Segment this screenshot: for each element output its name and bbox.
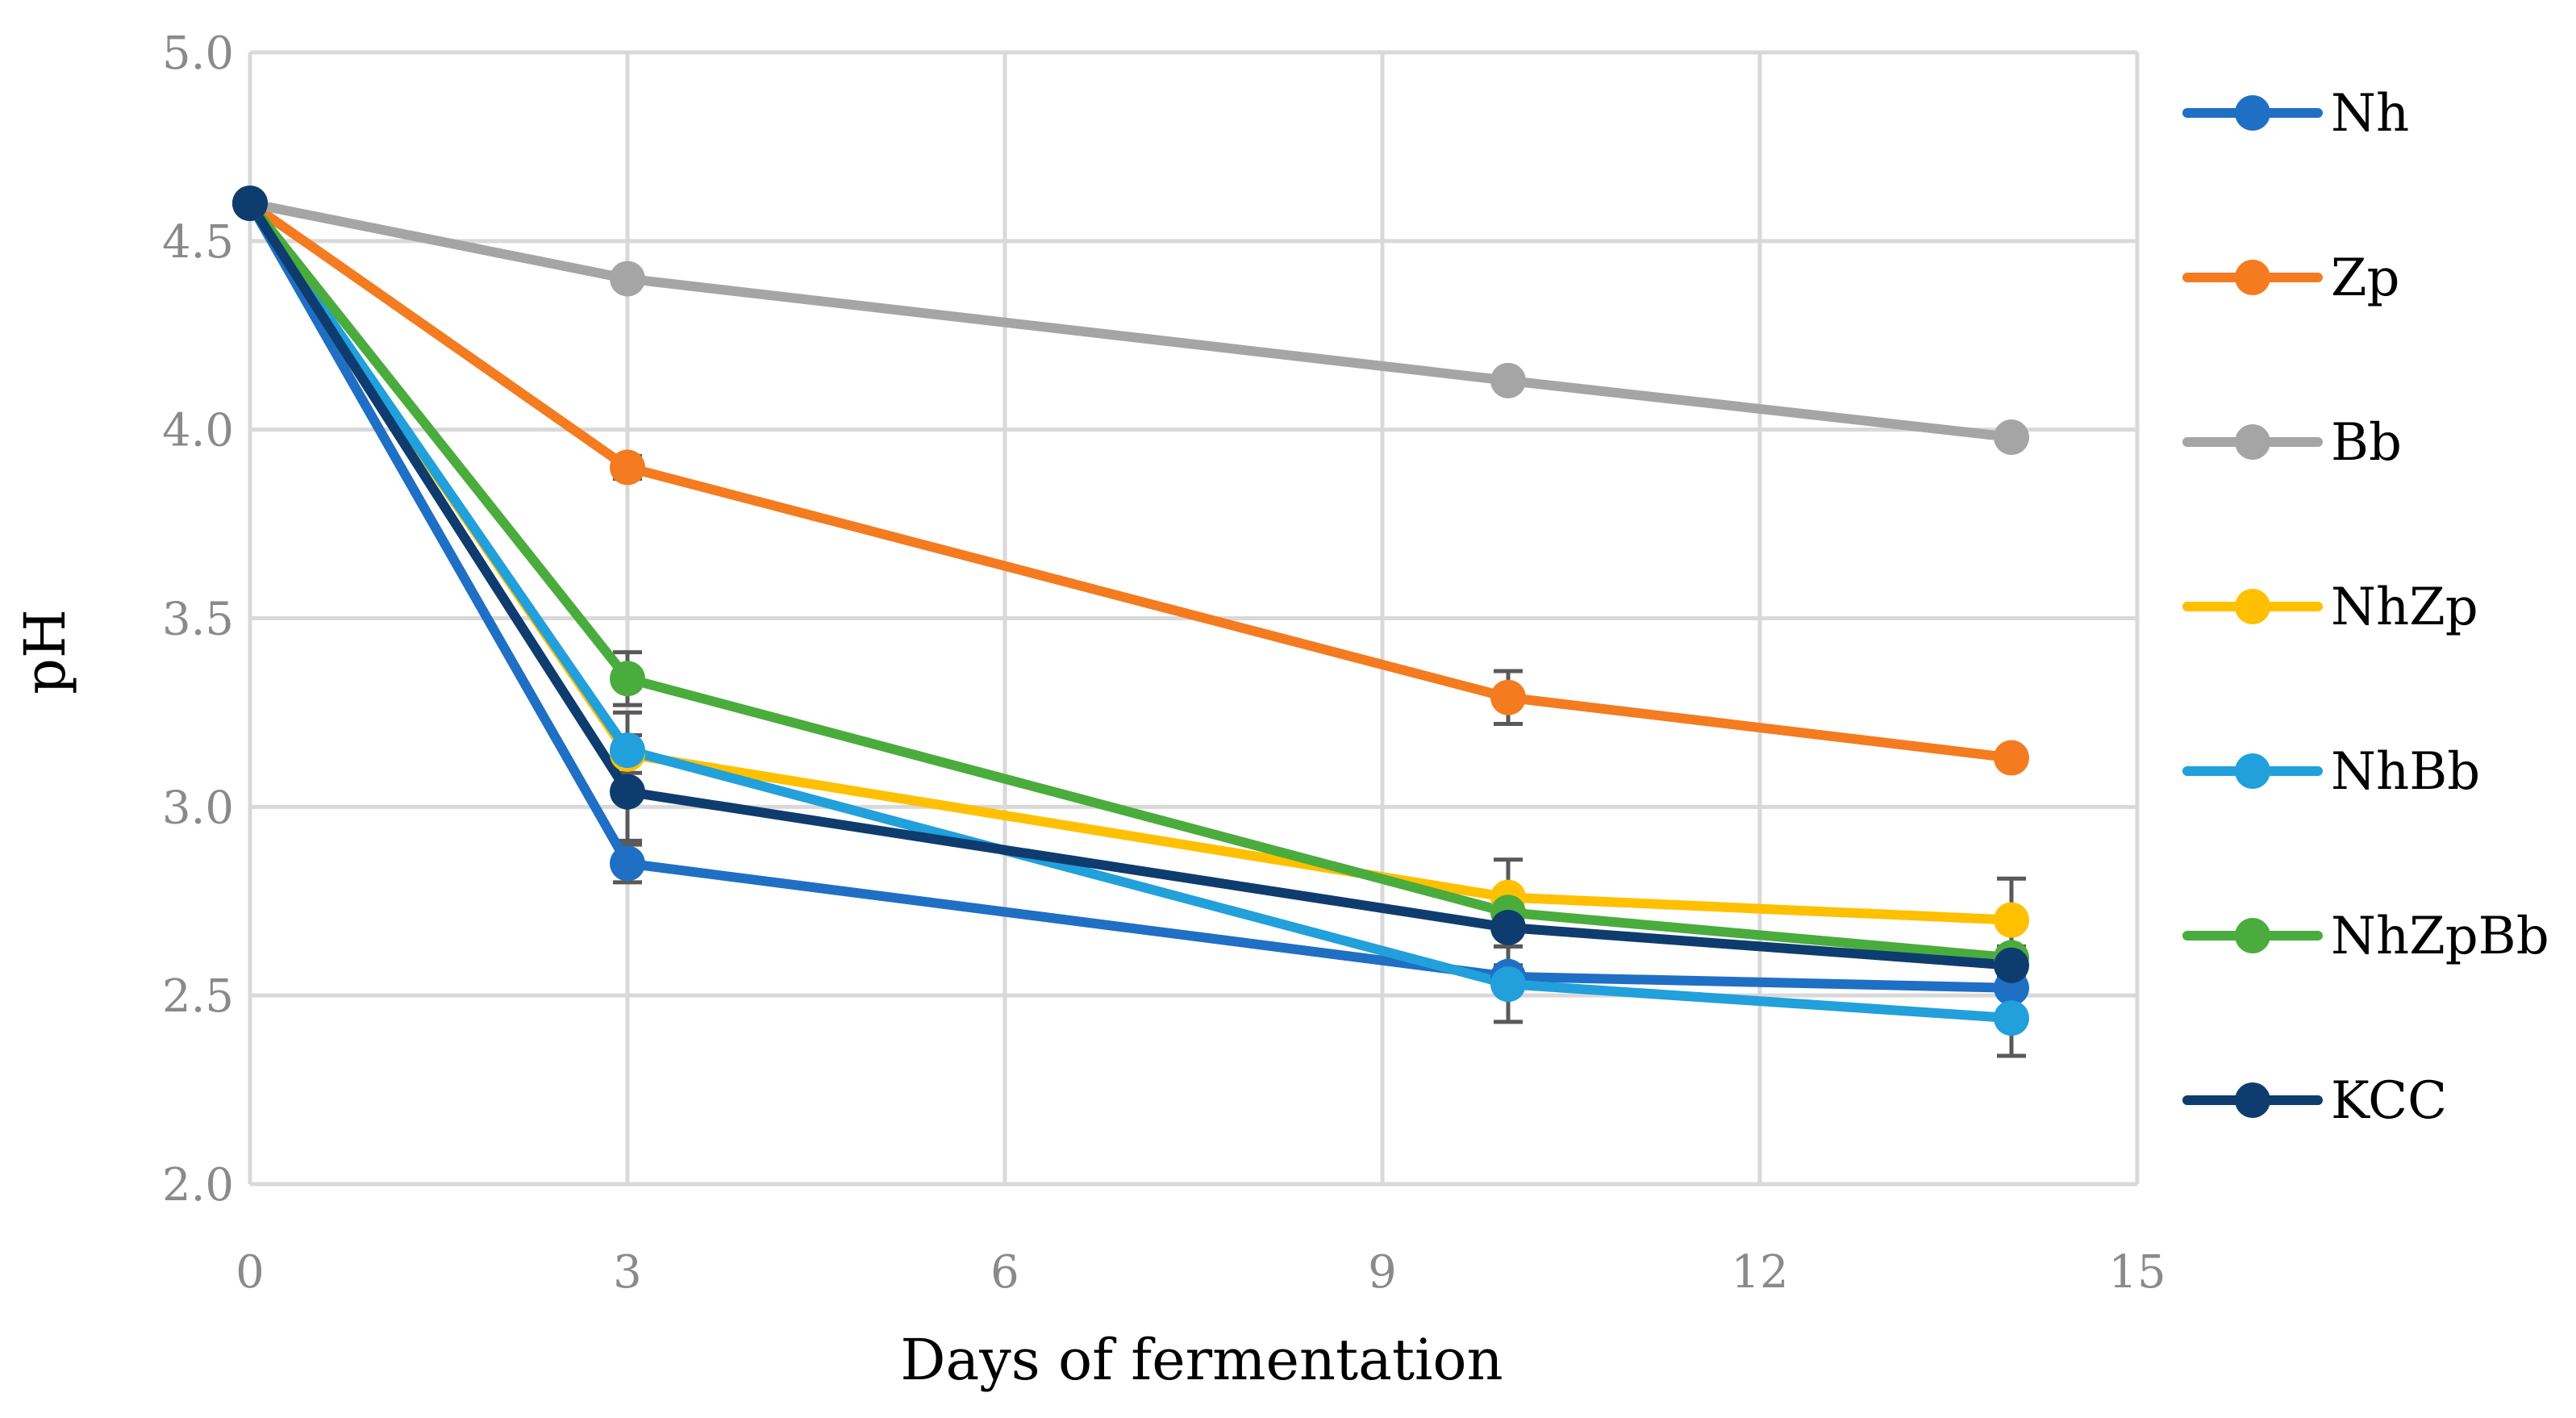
data-point-nh [610, 845, 645, 882]
legend-swatch-marker [2235, 918, 2270, 953]
data-point-nhzp [1994, 902, 2029, 938]
series-line-kcc [245, 198, 2016, 970]
series-line-nhbb [245, 198, 2016, 1024]
legend-swatch-marker [2235, 260, 2270, 295]
tick-labels: 2.0 2.5 3.0 3.5 4.0 4.5 5.0 0 3 6 9 12 15 [162, 27, 2166, 1299]
data-point-kcc [232, 186, 268, 222]
x-tick-label: 12 [1731, 1246, 1788, 1299]
x-axis-title: Days of fermentation [900, 1327, 1503, 1393]
legend-swatch-marker [2235, 753, 2270, 789]
data-point-zp [610, 449, 645, 486]
data-point-nhzpbb [610, 661, 645, 697]
x-tick-label: 9 [1368, 1246, 1397, 1299]
y-axis-title: pH [12, 609, 78, 694]
data-point-kcc [610, 774, 645, 810]
series-lines [245, 198, 2016, 1024]
data-point-bb [610, 261, 645, 297]
y-tick-label: 3.5 [162, 594, 234, 646]
legend-label-nhzp: NhZp [2331, 578, 2478, 637]
legend-swatch-marker [2235, 424, 2270, 460]
series-points [232, 186, 2029, 1036]
data-point-bb [1994, 419, 2029, 456]
y-tick-label: 3.0 [162, 782, 234, 834]
series-line-bb [245, 198, 2016, 443]
legend-label-kcc: KCC [2331, 1071, 2447, 1131]
data-point-kcc [1490, 909, 1526, 945]
data-point-nhbb [1490, 966, 1526, 1003]
y-tick-label: 4.0 [162, 405, 234, 457]
legend-swatch-marker [2235, 95, 2270, 131]
series-line-nh [245, 198, 2016, 993]
legend-label-nhzpbb: NhZpBb [2331, 907, 2549, 966]
y-tick-label: 2.5 [162, 970, 234, 1023]
x-tick-label: 3 [613, 1246, 642, 1299]
data-point-bb [1490, 362, 1526, 398]
data-point-zp [1490, 679, 1526, 715]
legend-label-zp: Zp [2331, 248, 2399, 308]
legend-label-bb: Bb [2331, 413, 2402, 473]
x-tick-label: 6 [990, 1246, 1019, 1299]
legend-swatch-marker [2235, 589, 2270, 624]
y-tick-label: 4.5 [162, 216, 234, 269]
series-line-nhzpbb [245, 198, 2016, 963]
legend-label-nh: Nh [2331, 84, 2409, 144]
x-tick-label: 15 [2108, 1246, 2165, 1299]
y-tick-label: 2.0 [162, 1159, 234, 1212]
legend-label-nhbb: NhBb [2331, 742, 2480, 802]
data-point-zp [1994, 740, 2029, 776]
y-tick-label: 5.0 [162, 27, 234, 80]
gridlines [248, 50, 2140, 1187]
series-line-zp [245, 198, 2016, 763]
x-tick-label: 0 [236, 1246, 265, 1299]
data-point-kcc [1994, 947, 2029, 983]
legend-swatch-marker [2235, 1082, 2270, 1118]
data-point-nhbb [1994, 1000, 2029, 1036]
data-point-nhbb [610, 732, 645, 769]
